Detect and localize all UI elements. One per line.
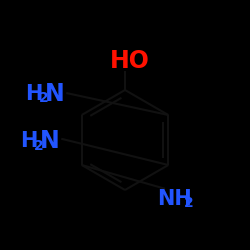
Text: NH: NH [158,189,192,209]
Text: 2: 2 [34,138,43,152]
Text: HO: HO [110,49,150,73]
Text: N: N [40,129,60,153]
Text: 2: 2 [39,91,48,105]
Text: H: H [20,131,38,151]
Text: N: N [45,82,65,106]
Text: 2: 2 [184,196,194,210]
Text: H: H [25,84,42,104]
